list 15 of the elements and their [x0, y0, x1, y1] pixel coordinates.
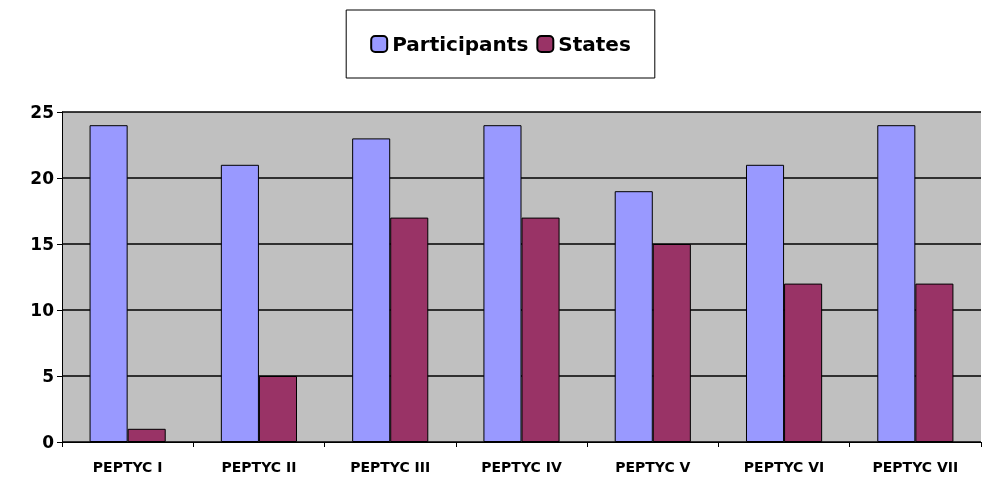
- x-tick-label: PEPTYC I: [92, 459, 163, 475]
- y-tick-label: 15: [30, 234, 54, 254]
- y-tick-label: 20: [30, 168, 55, 188]
- y-tick-label: 25: [30, 102, 54, 122]
- x-tick-label: PEPTYC II: [221, 459, 297, 475]
- y-tick-label: 0: [42, 432, 55, 452]
- x-tick-label: PEPTYC IV: [481, 459, 562, 475]
- legend-label: Participants: [392, 32, 529, 56]
- x-tick-label: PEPTYC VII: [872, 459, 959, 475]
- y-tick-label: 5: [42, 366, 54, 386]
- x-tick-label: PEPTYC III: [350, 459, 431, 475]
- x-tick-label: PEPTYC VI: [743, 459, 825, 475]
- x-tick-label: PEPTYC V: [615, 459, 691, 475]
- y-tick-label: 10: [30, 300, 55, 320]
- legend-label: States: [558, 32, 631, 56]
